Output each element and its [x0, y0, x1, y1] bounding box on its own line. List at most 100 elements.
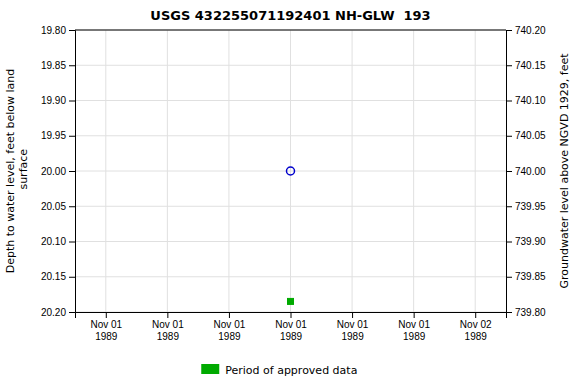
grid-line-x — [352, 30, 353, 312]
y-tick: 20.00 — [41, 166, 75, 177]
tick-label: Nov 011989 — [275, 319, 307, 342]
y-tick: 20.15 — [41, 271, 75, 282]
tick-mark — [69, 277, 75, 278]
tick-label: 739.85 — [515, 271, 546, 282]
tick-mark — [414, 312, 415, 318]
legend-swatch — [201, 364, 219, 374]
y2-tick: 740.05 — [506, 130, 546, 141]
y-tick: 20.10 — [41, 236, 75, 247]
tick-mark — [69, 171, 75, 172]
plot-frame — [75, 30, 506, 31]
tick-label: 739.90 — [515, 236, 546, 247]
y2-tick: 740.10 — [506, 95, 546, 106]
tick-label: Nov 021989 — [460, 319, 492, 342]
tick-mark — [106, 312, 107, 318]
tick-label: 740.10 — [515, 95, 546, 106]
legend-label: Period of approved data — [225, 364, 357, 377]
tick-mark — [69, 65, 75, 66]
y-axis: 19.80 19.85 19.90 19.95 20.00 20.05 20.10 20.15… — [41, 25, 76, 318]
tick-label: 740.00 — [515, 166, 546, 177]
y-tick: 19.90 — [41, 95, 75, 106]
x-tick: Nov 011989 — [152, 312, 184, 342]
tick-label: 19.85 — [41, 60, 66, 71]
y2-tick: 740.00 — [506, 166, 546, 177]
tick-mark — [506, 206, 512, 207]
grid-line-x — [290, 30, 291, 312]
tick-label: 740.15 — [515, 60, 546, 71]
y2-tick: 739.95 — [506, 201, 546, 212]
y-tick: 19.95 — [41, 130, 75, 141]
tick-mark — [506, 171, 512, 172]
y2-tick: 740.15 — [506, 60, 546, 71]
y2-tick: 739.80 — [506, 307, 546, 318]
tick-label: Nov 011989 — [214, 319, 246, 342]
tick-mark — [69, 136, 75, 137]
tick-mark — [506, 312, 512, 313]
x-tick: Nov 021989 — [460, 312, 492, 342]
tick-mark — [506, 277, 512, 278]
tick-mark — [229, 312, 230, 318]
tick-mark — [291, 312, 292, 318]
tick-label: 19.95 — [41, 130, 66, 141]
y2-tick: 740.20 — [506, 25, 546, 36]
tick-label: 20.00 — [41, 166, 66, 177]
x-tick: Nov 011989 — [90, 312, 122, 342]
y2-axis-label: Groundwater level above NGVD 1929, feet — [558, 53, 571, 289]
tick-mark — [69, 30, 75, 31]
axis-domain — [76, 313, 507, 319]
tick-label: 20.15 — [41, 271, 66, 282]
tick-mark — [506, 136, 512, 137]
grid-line-x — [413, 30, 414, 312]
x-tick: Nov 011989 — [214, 312, 246, 342]
tick-label: 20.20 — [41, 307, 66, 318]
tick-mark — [506, 65, 512, 66]
x-tick: Nov 011989 — [337, 312, 369, 342]
tick-label: Nov 011989 — [90, 319, 122, 342]
axis-domain — [507, 31, 513, 313]
x-tick: Nov 011989 — [275, 312, 307, 342]
tick-label: Nov 011989 — [398, 319, 430, 342]
y2-tick: 739.90 — [506, 236, 546, 247]
legend: Period of approved data — [201, 364, 357, 377]
tick-label: 740.05 — [515, 130, 546, 141]
tick-label: 20.05 — [41, 201, 66, 212]
tick-mark — [506, 242, 512, 243]
marks — [287, 167, 295, 304]
grid-line-y — [75, 30, 506, 31]
tick-label: 20.10 — [41, 236, 66, 247]
tick-label: 739.80 — [515, 307, 546, 318]
point — [288, 298, 294, 304]
tick-label: 740.20 — [515, 25, 546, 36]
tick-label: Nov 011989 — [337, 319, 369, 342]
y-axis-label: Depth to water level, feet below land su… — [4, 69, 30, 274]
tick-mark — [167, 312, 168, 318]
y-tick: 19.80 — [41, 25, 75, 36]
tick-mark — [506, 30, 512, 31]
y2-tick: 739.85 — [506, 271, 546, 282]
x-axis: Nov 011989 Nov 011989 Nov 011989 Nov 011989… — [76, 312, 507, 342]
tick-mark — [475, 312, 476, 318]
tick-mark — [69, 312, 75, 313]
tick-label: 19.80 — [41, 25, 66, 36]
tick-label: 739.95 — [515, 201, 546, 212]
tick-label: Nov 011989 — [152, 319, 184, 342]
grid — [75, 30, 506, 312]
y-tick: 20.20 — [41, 307, 75, 318]
series — [287, 167, 295, 175]
tick-mark — [506, 101, 512, 102]
point — [287, 167, 295, 175]
tick-label: 19.90 — [41, 95, 66, 106]
tick-mark — [352, 312, 353, 318]
chart: Nov 011989 Nov 011989 Nov 011989 Nov 011989… — [0, 0, 576, 384]
legend-item: Period of approved data — [201, 364, 357, 377]
grid-line-x — [105, 30, 106, 312]
grid-line-x — [228, 30, 229, 312]
tick-mark — [69, 206, 75, 207]
y-tick: 20.05 — [41, 201, 75, 212]
x-tick: Nov 011989 — [398, 312, 430, 342]
title: USGS 432255071192401 NH-GLW 193 — [150, 8, 430, 23]
axis-domain — [69, 31, 76, 313]
tick-mark — [69, 242, 75, 243]
tick-mark — [69, 101, 75, 102]
y-tick: 19.85 — [41, 60, 75, 71]
